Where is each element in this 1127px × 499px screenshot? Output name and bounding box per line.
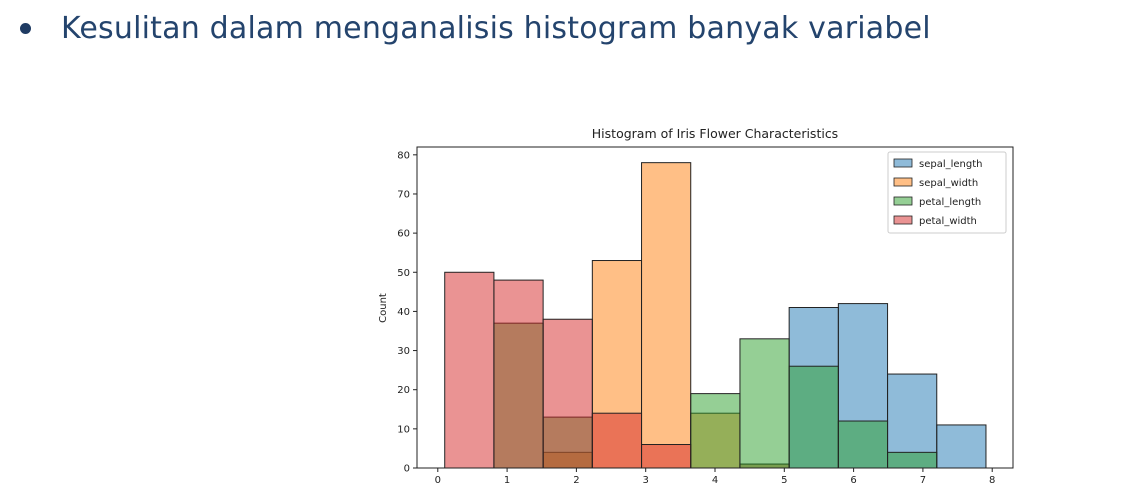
bar-sepal_length-10	[936, 424, 987, 469]
chart-title: Histogram of Iris Flower Characteristics	[592, 126, 838, 141]
legend-swatch-sepal_length	[893, 158, 913, 168]
legend-swatch-petal_width	[893, 215, 913, 225]
bullet-dot-icon	[20, 22, 31, 34]
y-axis-label: Count	[378, 293, 389, 323]
bar-petal_width-0	[444, 271, 495, 469]
bar-petal_length-6	[739, 338, 790, 469]
legend-label-petal_width: petal_width	[919, 216, 977, 227]
bar-petal_width-2	[542, 318, 593, 469]
bar-petal_width-3	[591, 412, 643, 469]
y-tick-label-80: 80	[397, 150, 410, 161]
x-tick-label-7: 7	[920, 475, 926, 486]
legend-swatch-sepal_width	[893, 177, 913, 187]
bar-petal_width-4	[641, 444, 692, 469]
legend-label-sepal_length: sepal_length	[919, 159, 983, 170]
y-tick-label-60: 60	[397, 229, 410, 240]
legend-swatch-petal_length	[893, 196, 913, 206]
y-tick-label-70: 70	[397, 189, 410, 200]
legend-box	[887, 151, 1007, 234]
bar-petal_length-9	[887, 451, 938, 469]
bar-petal_width-1	[493, 279, 544, 469]
y-tick-label-20: 20	[397, 385, 410, 396]
x-tick-label-6: 6	[850, 475, 856, 486]
legend-label-sepal_width: sepal_width	[919, 178, 978, 189]
x-tick-label-8: 8	[989, 475, 995, 486]
plot-area: 0 10 20 30 40 50 60 70 80 0 1 2 3 4 5 6 7 8 sepal_lengthse…	[397, 146, 1014, 486]
x-tick-label-4: 4	[712, 475, 718, 486]
y-tick-label-0: 0	[404, 464, 410, 475]
x-tick-label-5: 5	[781, 475, 787, 486]
bar-petal_length-8	[837, 420, 889, 469]
x-tick-label-2: 2	[573, 475, 579, 486]
bar-petal_length-7	[788, 365, 839, 469]
legend-label-petal_length: petal_length	[919, 197, 981, 208]
y-tick-label-40: 40	[397, 307, 410, 318]
bar-petal_length-5	[690, 393, 741, 469]
bar-sepal_width-4	[641, 162, 692, 469]
slide-bullet-text: Kesulitan dalam menganalisis histogram b…	[61, 10, 931, 46]
bullet-point: Kesulitan dalam menganalisis histogram b…	[20, 6, 931, 50]
y-tick-label-10: 10	[397, 424, 410, 435]
x-tick-label-1: 1	[504, 475, 510, 486]
y-tick-label-50: 50	[397, 268, 410, 279]
x-tick-label-3: 3	[643, 475, 649, 486]
y-tick-label-30: 30	[397, 346, 410, 357]
x-tick-label-0: 0	[435, 475, 441, 486]
